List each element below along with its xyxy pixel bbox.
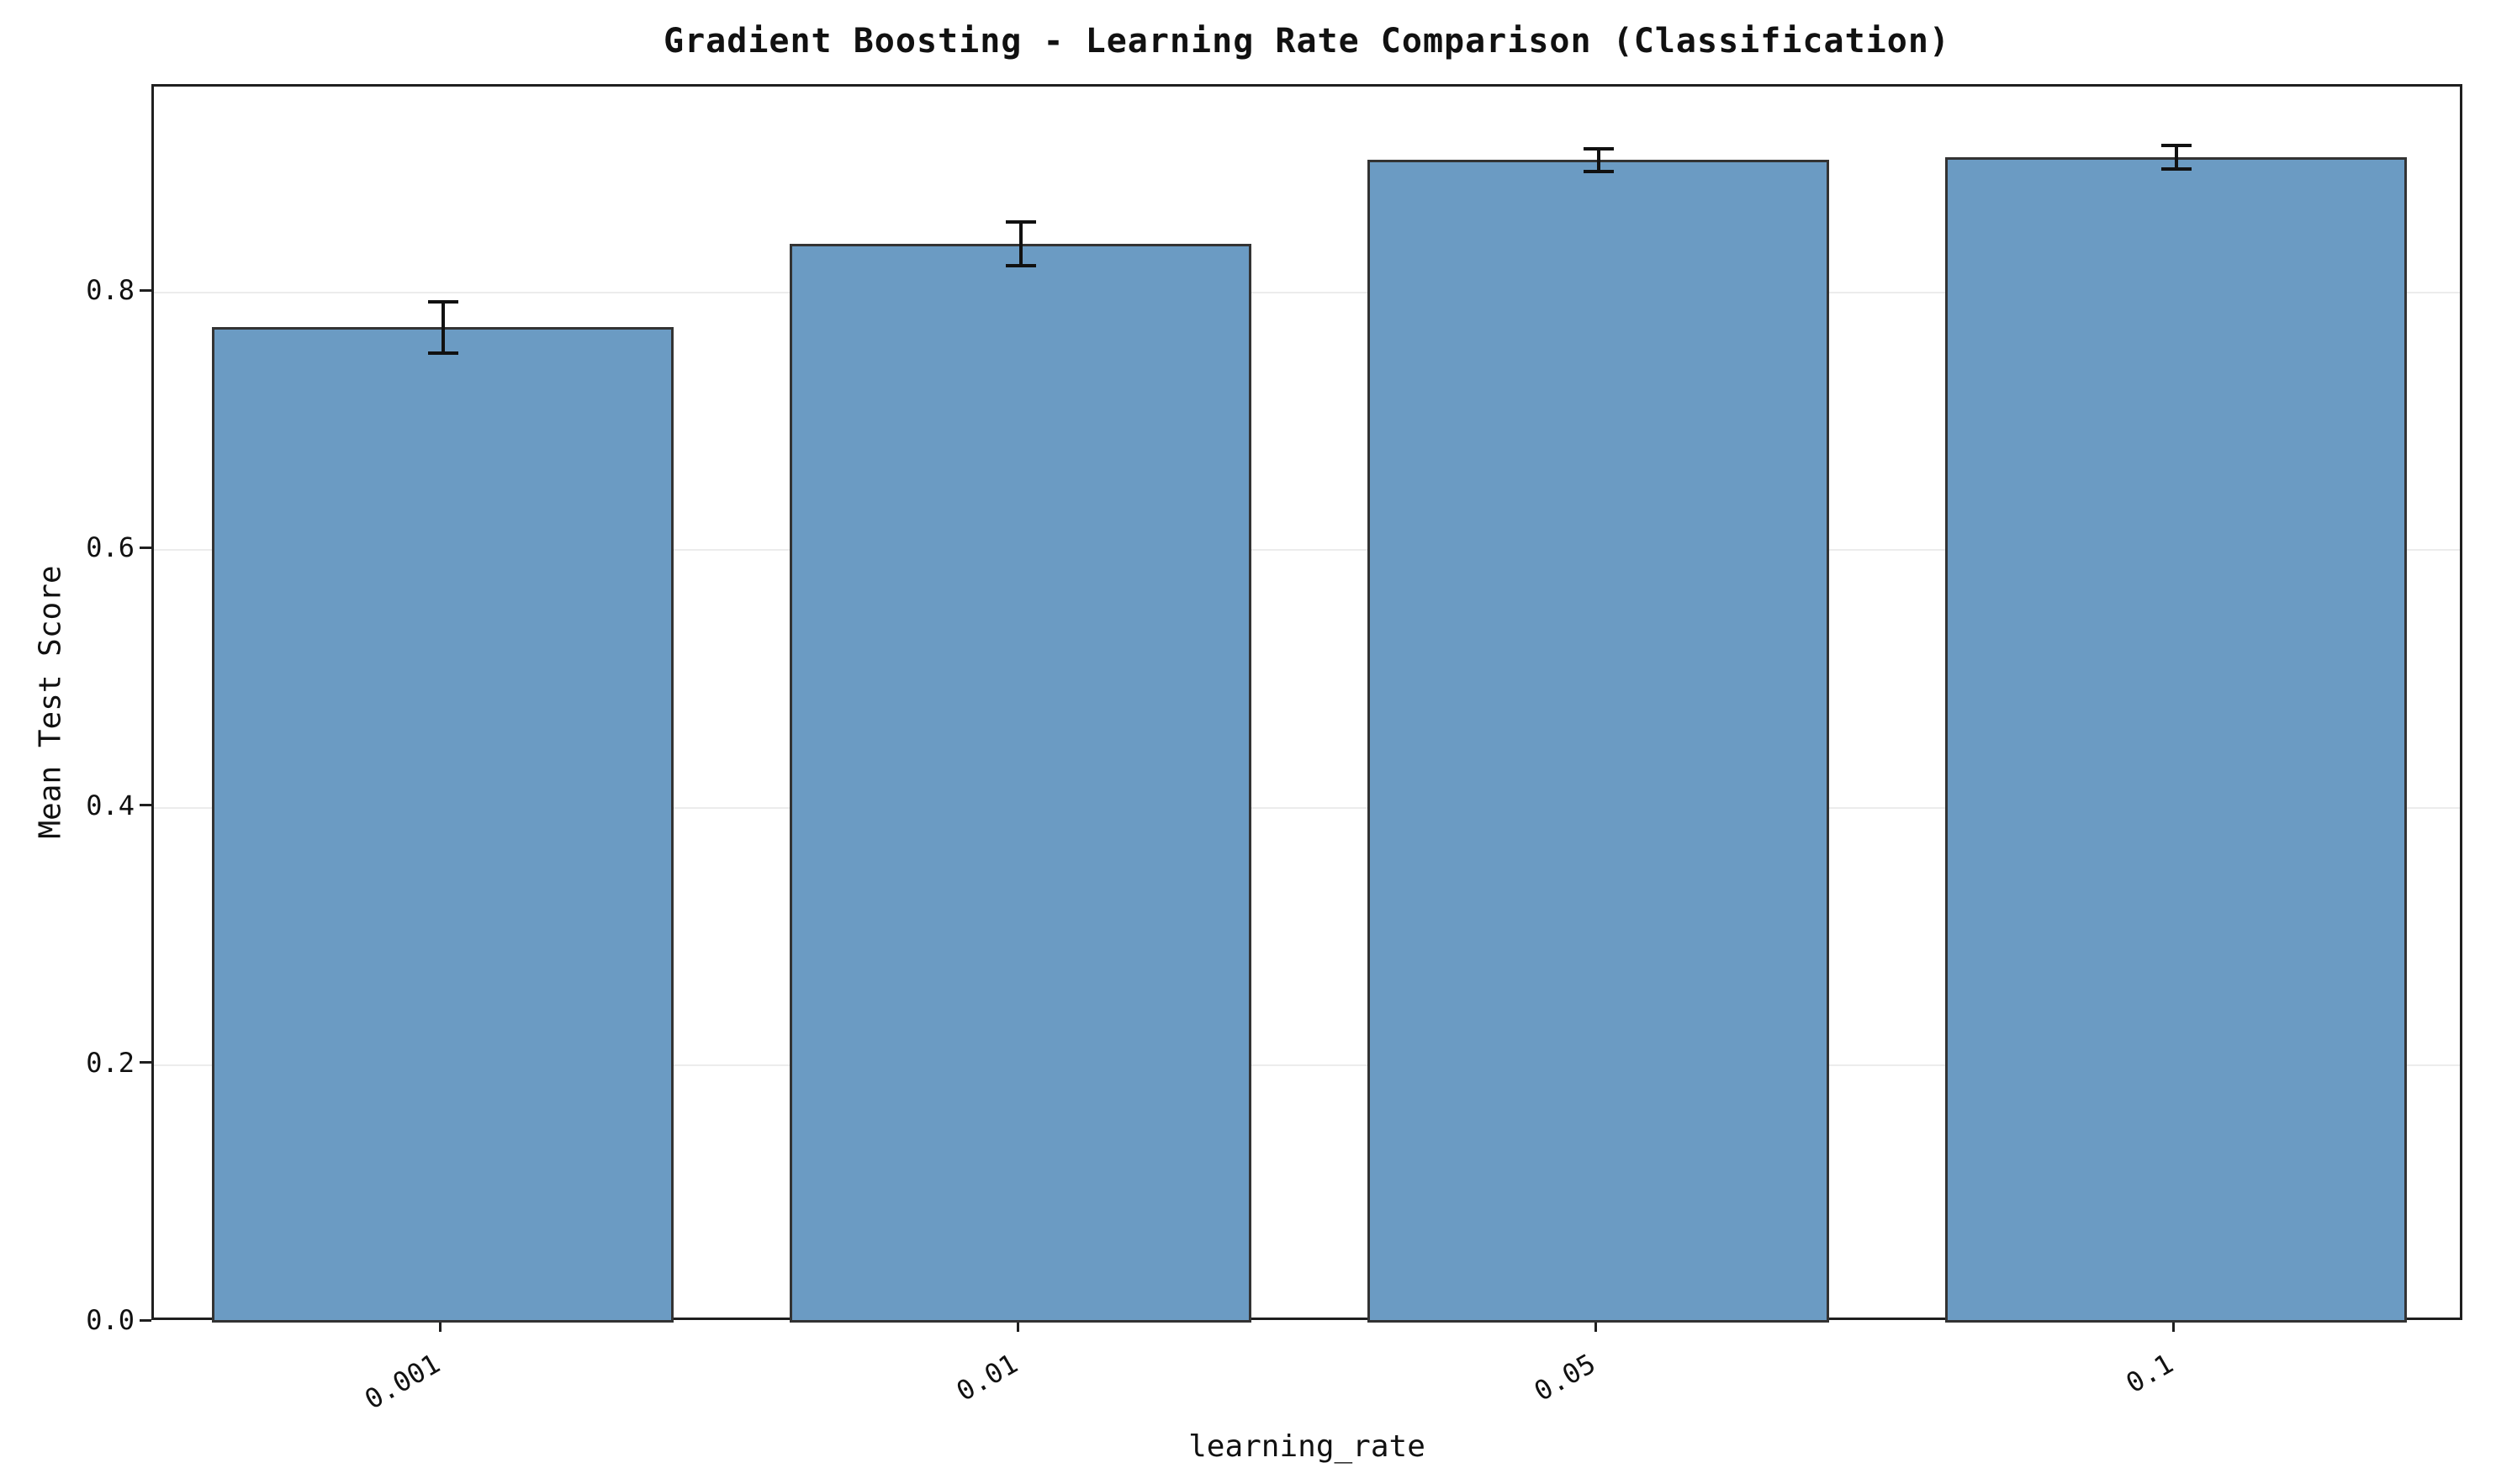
- error-bar-cap: [2160, 167, 2192, 171]
- y-tick-mark: [140, 1061, 151, 1064]
- bar: [789, 243, 1252, 1323]
- error-bar-cap: [1583, 170, 1614, 174]
- error-bar-cap: [1005, 219, 1036, 224]
- x-axis-label: learning_rate: [1188, 1429, 1425, 1464]
- bar: [1367, 160, 1830, 1323]
- plot-area: [151, 84, 2462, 1323]
- gridline: [154, 292, 2460, 293]
- error-bar-cap: [427, 351, 458, 355]
- error-bar-cap: [427, 299, 458, 304]
- x-tick-mark: [1017, 1320, 1019, 1332]
- y-tick-mark: [140, 804, 151, 806]
- y-tick-mark: [140, 1318, 151, 1322]
- y-tick-mark: [140, 288, 151, 292]
- y-tick-mark: [140, 546, 151, 549]
- error-bar: [441, 301, 445, 353]
- error-bar: [1018, 221, 1023, 266]
- gridline: [154, 806, 2460, 809]
- gridline: [154, 549, 2460, 552]
- error-bar-cap: [2160, 144, 2192, 148]
- error-bar-cap: [1583, 146, 1614, 151]
- x-tick-mark: [2172, 1320, 2175, 1332]
- error-bar: [2174, 145, 2178, 169]
- y-tick-label: 0.8: [86, 274, 135, 306]
- error-bar: [1596, 148, 1600, 172]
- y-tick-label: 0.6: [86, 531, 135, 564]
- x-tick-mark: [1594, 1320, 1597, 1332]
- x-tick-mark: [439, 1320, 442, 1332]
- y-tick-label: 0.4: [86, 789, 135, 821]
- y-tick-label: 0.0: [86, 1304, 135, 1336]
- error-bar-cap: [1005, 263, 1036, 267]
- bar: [1944, 157, 2408, 1323]
- gridline: [154, 1064, 2460, 1066]
- chart-title: Gradient Boosting - Learning Rate Compar…: [663, 22, 1950, 61]
- y-tick-label: 0.2: [86, 1046, 135, 1079]
- bar: [211, 327, 674, 1323]
